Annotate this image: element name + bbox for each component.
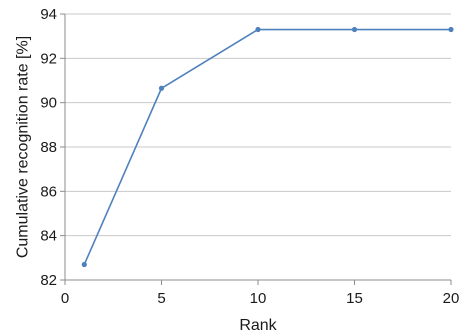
y-tick-label: 86 bbox=[40, 183, 57, 200]
y-tick-label: 84 bbox=[40, 228, 57, 245]
y-tick-label: 90 bbox=[40, 95, 57, 112]
data-point bbox=[255, 26, 261, 33]
x-tick-label: 15 bbox=[346, 290, 363, 307]
gridlines bbox=[65, 13, 451, 237]
x-tick-label: 10 bbox=[250, 290, 267, 307]
y-tick-label: 94 bbox=[40, 6, 57, 23]
tick-labels: 82 84 86 88 90 92 94 0 5 10 15 20 bbox=[40, 6, 459, 307]
data-point bbox=[448, 26, 454, 33]
data-point bbox=[351, 26, 358, 33]
y-tick-label: 92 bbox=[40, 50, 57, 67]
y-tick-label: 82 bbox=[40, 272, 57, 289]
x-tick-label: 5 bbox=[157, 290, 165, 307]
data-point bbox=[81, 261, 87, 268]
x-tick-label: 0 bbox=[61, 290, 69, 307]
data-point bbox=[158, 85, 165, 91]
y-tick-label: 88 bbox=[40, 139, 57, 156]
x-tick-label: 20 bbox=[443, 290, 460, 307]
data-series bbox=[81, 26, 454, 268]
y-axis-label: Cumulative recognition rate [%] bbox=[15, 36, 32, 258]
x-axis-label: Rank bbox=[239, 317, 277, 334]
